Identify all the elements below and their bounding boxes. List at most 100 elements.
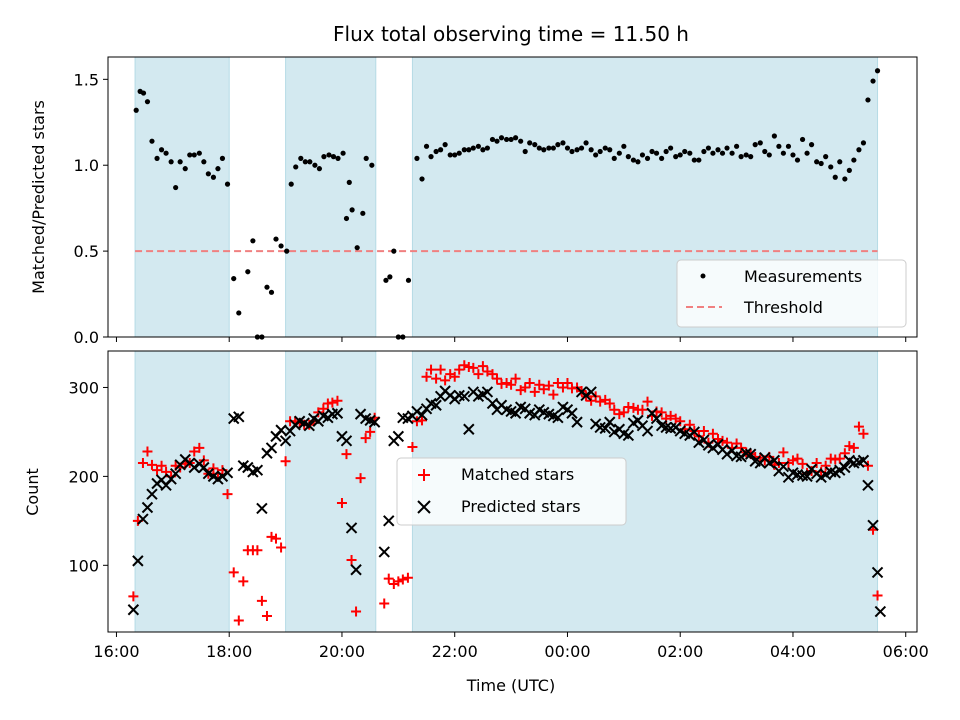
measurement-point bbox=[532, 142, 538, 148]
predicted-star-point bbox=[169, 468, 182, 480]
predicted-star-point bbox=[650, 412, 663, 425]
measurement-point bbox=[569, 148, 575, 155]
measurement-point bbox=[677, 152, 683, 158]
measurement-point bbox=[177, 159, 183, 165]
measurement-point bbox=[215, 166, 221, 172]
measurement-point bbox=[163, 150, 169, 156]
x-tick-label: 02:00 bbox=[657, 642, 703, 661]
measurement-point bbox=[293, 164, 299, 170]
measurement-point bbox=[555, 142, 561, 148]
top-y-ticks: 0.0 0.5 1.0 1.5 bbox=[74, 70, 108, 347]
predicted-star-point bbox=[256, 502, 268, 515]
measurement-point bbox=[144, 99, 151, 105]
matched-star-point bbox=[506, 379, 517, 390]
predicted-star-point bbox=[265, 442, 278, 454]
predicted-star-point bbox=[430, 399, 442, 411]
matched-star-point bbox=[332, 395, 343, 406]
matched-star-point bbox=[491, 373, 502, 384]
predicted-star-point bbox=[279, 435, 292, 447]
predicted-star-point bbox=[340, 435, 353, 447]
top-panel: 0.0 0.5 1.0 1.5 Matched/Predicted stars Mea… bbox=[29, 56, 918, 347]
measurement-point bbox=[196, 150, 202, 156]
top-y-axis-label: Matched/Predicted stars bbox=[29, 100, 48, 294]
x-tick-label: 22:00 bbox=[432, 642, 478, 661]
measurement-point bbox=[312, 162, 318, 168]
measurement-point bbox=[245, 269, 251, 275]
predicted-star-point bbox=[580, 389, 592, 402]
matched-star-point bbox=[562, 378, 573, 389]
matched-star-point bbox=[534, 379, 545, 390]
bottom-predicted-points bbox=[127, 385, 887, 618]
matched-star-point bbox=[642, 396, 653, 407]
matched-star-point bbox=[327, 397, 338, 408]
measurement-point bbox=[335, 155, 341, 161]
measurement-point bbox=[326, 152, 332, 158]
matched-star-point bbox=[501, 378, 512, 389]
measurement-point bbox=[405, 277, 412, 283]
matched-star-point bbox=[468, 362, 479, 373]
measurement-point bbox=[705, 145, 712, 151]
matched-star-point bbox=[552, 378, 563, 389]
measurement-point bbox=[771, 133, 777, 139]
measurement-point bbox=[360, 210, 366, 216]
measurement-point bbox=[264, 284, 270, 290]
x-tick-label: 18:00 bbox=[206, 642, 252, 661]
matched-star-point bbox=[417, 415, 428, 426]
measurement-point bbox=[210, 174, 217, 180]
measurement-point bbox=[743, 152, 749, 158]
predicted-star-point bbox=[857, 454, 870, 467]
matched-star-point bbox=[529, 386, 540, 397]
matched-star-point bbox=[351, 606, 362, 617]
matched-star-point bbox=[637, 404, 648, 415]
legend-matched-label: Matched stars bbox=[461, 465, 574, 484]
measurement-point bbox=[578, 145, 585, 151]
measurement-point bbox=[470, 145, 476, 151]
measurement-point bbox=[574, 147, 580, 153]
measurement-point bbox=[508, 136, 514, 143]
measurement-point bbox=[205, 171, 211, 177]
measurement-point bbox=[391, 248, 397, 254]
matched-star-point bbox=[665, 410, 676, 421]
matched-star-point bbox=[712, 434, 723, 445]
measurement-point bbox=[602, 145, 608, 151]
matched-star-point bbox=[266, 531, 277, 542]
measurement-point bbox=[757, 140, 763, 146]
measurement-point bbox=[522, 148, 528, 155]
matched-star-point bbox=[858, 428, 869, 439]
matched-star-point bbox=[440, 375, 451, 386]
matched-star-point bbox=[379, 598, 390, 609]
matched-star-point bbox=[459, 360, 470, 371]
matched-star-point bbox=[336, 498, 347, 509]
predicted-star-point bbox=[378, 546, 390, 558]
predicted-star-point bbox=[744, 448, 757, 460]
bottom-legend-box bbox=[396, 457, 627, 526]
legend-threshold-label: Threshold bbox=[743, 298, 823, 317]
measurement-point bbox=[231, 275, 237, 282]
legend-matched-marker bbox=[418, 469, 430, 481]
measurement-point bbox=[387, 274, 393, 280]
measurement-point bbox=[550, 145, 556, 151]
predicted-star-point bbox=[768, 454, 781, 467]
predicted-star-point bbox=[688, 426, 701, 438]
measurement-point bbox=[191, 152, 197, 158]
measurement-point bbox=[851, 157, 857, 163]
measurement-point bbox=[673, 154, 679, 160]
matched-star-point bbox=[341, 449, 352, 460]
matched-star-point bbox=[707, 428, 718, 439]
matched-star-point bbox=[604, 398, 615, 409]
predicted-star-point bbox=[641, 425, 654, 437]
measurement-point bbox=[546, 145, 552, 151]
matched-star-point bbox=[482, 366, 493, 377]
measurement-point bbox=[724, 145, 730, 151]
matched-star-point bbox=[614, 409, 625, 420]
matched-star-point bbox=[318, 403, 329, 414]
measurement-point bbox=[536, 145, 542, 151]
predicted-star-point bbox=[862, 479, 874, 491]
predicted-star-point bbox=[345, 522, 358, 534]
matched-star-point bbox=[222, 489, 233, 500]
measurement-point bbox=[316, 166, 323, 172]
measurement-point bbox=[837, 159, 843, 165]
matched-star-point bbox=[271, 533, 282, 544]
measurement-point bbox=[776, 143, 782, 149]
measurement-point bbox=[343, 215, 350, 222]
